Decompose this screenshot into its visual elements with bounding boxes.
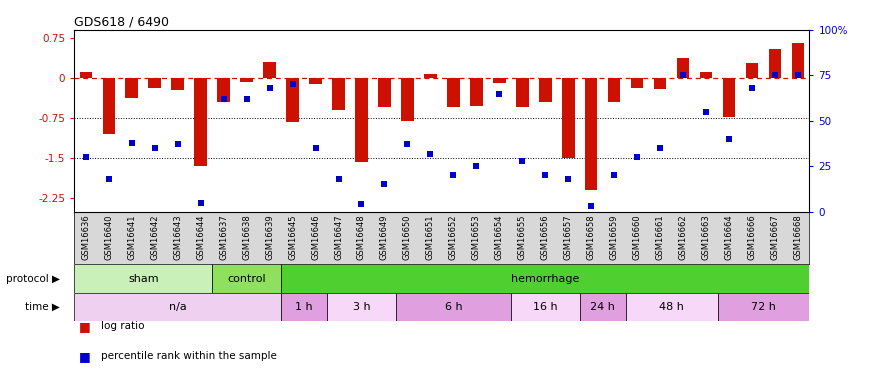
Bar: [792, 44, 804, 78]
Bar: [80, 72, 92, 78]
Bar: [217, 78, 230, 102]
Text: 16 h: 16 h: [533, 302, 557, 312]
Text: protocol ▶: protocol ▶: [5, 273, 60, 284]
Text: 6 h: 6 h: [444, 302, 462, 312]
Bar: [396, 292, 511, 321]
Text: 3 h: 3 h: [353, 302, 370, 312]
Text: time ▶: time ▶: [24, 302, 60, 312]
Text: GSM16646: GSM16646: [311, 214, 320, 260]
Text: GSM16666: GSM16666: [747, 214, 757, 260]
Bar: [241, 78, 253, 82]
Text: GSM16661: GSM16661: [655, 214, 665, 260]
Bar: [194, 78, 207, 166]
Bar: [213, 264, 281, 292]
Bar: [327, 292, 396, 321]
Text: GSM16644: GSM16644: [196, 214, 206, 260]
Text: GSM16650: GSM16650: [402, 214, 412, 260]
Bar: [447, 78, 459, 108]
Bar: [493, 78, 506, 83]
Bar: [424, 74, 437, 78]
Text: 72 h: 72 h: [751, 302, 776, 312]
Bar: [286, 78, 299, 122]
Bar: [378, 78, 391, 108]
Bar: [125, 78, 138, 98]
Text: GSM16653: GSM16653: [472, 214, 481, 260]
Text: 1 h: 1 h: [295, 302, 313, 312]
Text: GSM16655: GSM16655: [518, 214, 527, 260]
Text: GSM16640: GSM16640: [104, 214, 114, 260]
Bar: [626, 292, 718, 321]
Text: control: control: [228, 273, 266, 284]
Text: GSM16658: GSM16658: [586, 214, 596, 260]
Text: GSM16651: GSM16651: [426, 214, 435, 260]
Text: 24 h: 24 h: [591, 302, 615, 312]
Text: GSM16637: GSM16637: [219, 214, 228, 260]
Text: ■: ■: [79, 320, 90, 333]
Bar: [149, 78, 161, 88]
Text: GDS618 / 6490: GDS618 / 6490: [74, 16, 170, 29]
Bar: [746, 63, 759, 78]
Bar: [74, 264, 213, 292]
Text: GSM16636: GSM16636: [81, 214, 90, 260]
Text: GSM16663: GSM16663: [702, 214, 710, 260]
Bar: [631, 78, 643, 88]
Text: GSM16668: GSM16668: [794, 214, 802, 260]
Bar: [281, 292, 327, 321]
Text: GSM16639: GSM16639: [265, 214, 274, 260]
Text: n/a: n/a: [169, 302, 186, 312]
Text: GSM16649: GSM16649: [380, 214, 389, 260]
Text: sham: sham: [128, 273, 158, 284]
Text: GSM16657: GSM16657: [564, 214, 573, 260]
Text: GSM16645: GSM16645: [288, 214, 298, 260]
Bar: [516, 78, 528, 108]
Bar: [654, 78, 667, 89]
Bar: [263, 62, 276, 78]
Bar: [309, 78, 322, 84]
Text: GSM16648: GSM16648: [357, 214, 366, 260]
Text: GSM16652: GSM16652: [449, 214, 458, 260]
Bar: [676, 58, 690, 78]
Bar: [332, 78, 345, 110]
Bar: [718, 292, 809, 321]
Text: 48 h: 48 h: [659, 302, 684, 312]
Bar: [355, 78, 367, 162]
Text: hemorrhage: hemorrhage: [511, 273, 579, 284]
Text: GSM16654: GSM16654: [494, 214, 504, 260]
Bar: [608, 78, 620, 102]
Text: GSM16660: GSM16660: [633, 214, 641, 260]
Bar: [539, 78, 551, 102]
Bar: [700, 72, 712, 78]
Text: GSM16638: GSM16638: [242, 214, 251, 260]
Bar: [172, 78, 184, 90]
Bar: [74, 292, 281, 321]
Bar: [401, 78, 414, 121]
Text: GSM16662: GSM16662: [678, 214, 688, 260]
Bar: [102, 78, 116, 134]
Text: GSM16659: GSM16659: [610, 214, 619, 260]
Bar: [723, 78, 735, 117]
Text: GSM16656: GSM16656: [541, 214, 550, 260]
Text: GSM16664: GSM16664: [724, 214, 733, 260]
Text: GSM16643: GSM16643: [173, 214, 182, 260]
Text: ■: ■: [79, 350, 90, 363]
Bar: [281, 264, 809, 292]
Text: GSM16642: GSM16642: [150, 214, 159, 260]
Text: GSM16667: GSM16667: [770, 214, 780, 260]
Bar: [511, 292, 580, 321]
Bar: [562, 78, 575, 158]
Bar: [580, 292, 626, 321]
Bar: [768, 49, 781, 78]
Text: GSM16647: GSM16647: [334, 214, 343, 260]
Text: GSM16641: GSM16641: [127, 214, 136, 260]
Bar: [470, 78, 483, 106]
Bar: [584, 78, 598, 190]
Text: log ratio: log ratio: [101, 321, 144, 331]
Text: percentile rank within the sample: percentile rank within the sample: [101, 351, 276, 361]
